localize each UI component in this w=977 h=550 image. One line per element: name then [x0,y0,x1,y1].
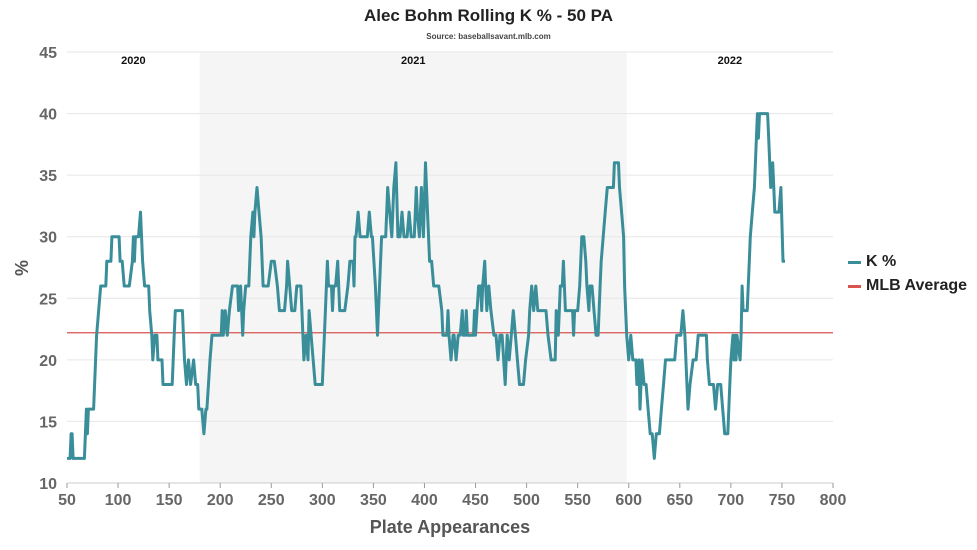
series-lines [67,112,785,460]
legend-swatch-mlb-average [848,284,861,288]
chart-subtitle: Source: baseballsavant.mlb.com [426,32,551,41]
legend-item-k-pct: K % [848,250,967,274]
x-tick-700: 700 [718,492,745,509]
y-tick-15: 15 [39,414,57,431]
x-tick-550: 550 [564,492,591,509]
x-tick-600: 600 [615,492,642,509]
y-tick-30: 30 [39,230,57,247]
y-tick-35: 35 [39,168,57,185]
x-tick-500: 500 [513,492,540,509]
y-axis-title: % [12,260,32,276]
x-axis-ticks: 50 100 150 200 250 300 350 400 450 500 550 600 650 70… [58,483,846,509]
x-tick-400: 400 [411,492,438,509]
x-tick-200: 200 [207,492,234,509]
x-tick-350: 350 [360,492,387,509]
series-line-0 [67,112,785,460]
y-tick-25: 25 [39,291,57,308]
season-label-2021: 2021 [401,55,425,67]
season-label-2020: 2020 [121,55,145,67]
x-tick-250: 250 [258,492,285,509]
x-tick-50: 50 [58,492,76,509]
y-axis-ticks: 10 15 20 25 30 35 40 45 [39,45,57,493]
y-tick-20: 20 [39,353,57,370]
x-axis-title: Plate Appearances [370,517,530,537]
x-tick-800: 800 [820,492,847,509]
chart-title: Alec Bohm Rolling K % - 50 PA [363,6,614,25]
x-tick-750: 750 [769,492,796,509]
gridlines [67,51,833,484]
legend-label-mlb-average: MLB Average [866,277,968,294]
x-tick-150: 150 [156,492,183,509]
season-label-2022: 2022 [718,55,742,67]
y-tick-45: 45 [39,45,57,62]
legend-swatch-k-pct [848,260,861,264]
legend-label-k-pct: K % [866,253,897,270]
y-tick-10: 10 [39,476,57,493]
legend: K % MLB Average [848,250,967,298]
x-tick-300: 300 [309,492,336,509]
x-tick-450: 450 [462,492,489,509]
x-tick-650: 650 [666,492,693,509]
y-tick-40: 40 [39,107,57,124]
season-labels: 2020 2021 2022 [121,55,742,67]
legend-item-mlb-average: MLB Average [848,274,967,298]
x-tick-100: 100 [105,492,132,509]
